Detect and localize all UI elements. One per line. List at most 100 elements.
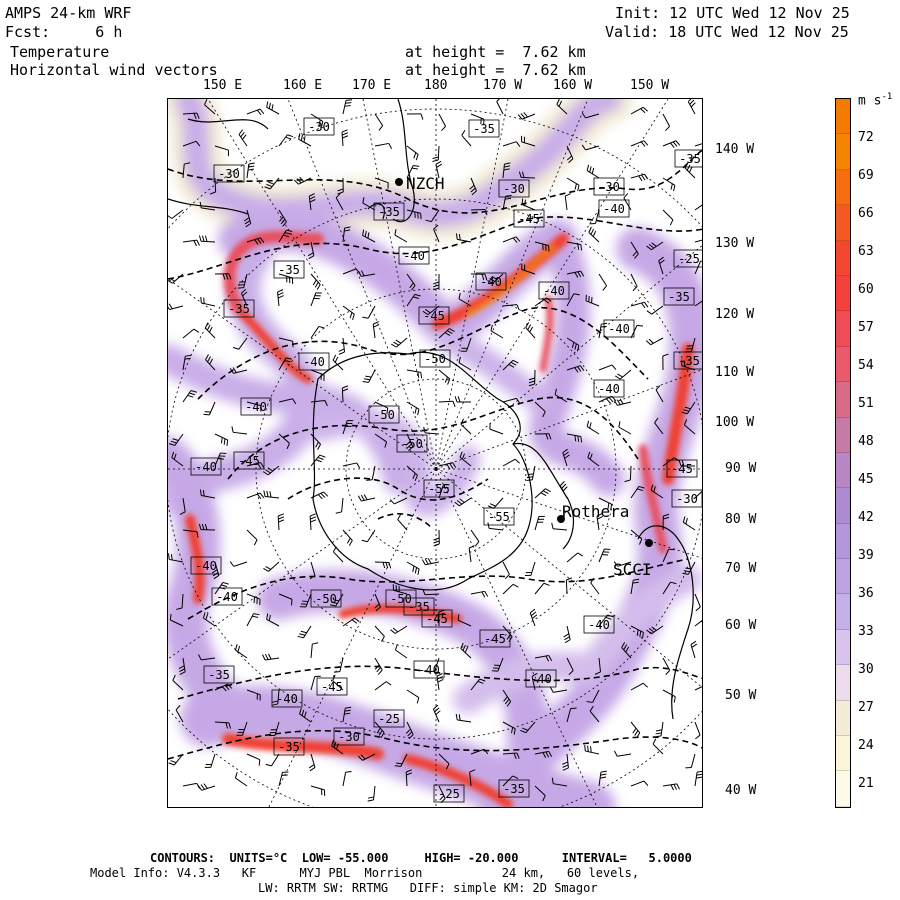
wind-barb [470,273,488,281]
wind-barb [246,689,261,701]
wind-barb [683,419,696,435]
wind-barb [469,769,476,787]
wind-barb [204,753,216,768]
wind-barb [563,625,571,644]
contour-label: -40 [525,669,557,688]
wind-barb [433,529,440,547]
wind-barb [559,481,568,499]
svg-text:-30: -30 [598,180,620,194]
colorbar-band [836,346,850,383]
wind-barb [566,145,574,164]
colorbar-tick-label: 27 [858,700,874,715]
wind-barb [238,129,248,147]
wind-barb [694,770,702,787]
wind-barb [502,752,520,759]
svg-text:-25: -25 [678,252,700,266]
wind-barb [406,145,419,161]
wind-barb [276,289,284,307]
svg-text:-40: -40 [530,672,552,686]
contour-label: -50 [419,349,451,368]
lon-label: 150 W [630,78,670,93]
station-rothera-label: Rothera [562,502,629,521]
wind-barb [265,753,280,767]
wind-barb [526,465,536,481]
wind-barb [229,367,248,374]
wind-barb [335,193,344,211]
wind-barb [458,292,472,307]
wind-barb [214,683,233,692]
wind-barb [374,681,392,691]
colorbar-tick-label: 45 [858,472,874,487]
wind-barb [487,497,504,509]
wind-barb [394,753,408,768]
wind-barb [438,113,447,132]
wind-barb [646,241,664,251]
wind-barb [169,613,184,627]
wind-barb [594,657,602,675]
wind-barb [598,770,607,787]
contour-label: -40 [398,246,430,265]
wind-barb [278,273,294,284]
wind-barb [630,780,649,787]
wind-barb [357,494,376,502]
wind-barb [502,561,510,580]
wind-barb [209,177,217,195]
colorbar-tick-label: 66 [858,206,874,221]
colorbar-tick-label: 39 [858,548,874,563]
wind-barb [662,689,676,703]
svg-text:-50: -50 [390,592,412,606]
wind-barb [278,337,294,348]
svg-text:-40: -40 [543,284,565,298]
wind-barb [342,529,353,546]
wind-barb [246,593,261,606]
contour-label: -50 [368,405,400,424]
wind-barb [299,708,312,723]
lon-label: 160 E [283,78,323,93]
wind-barb [534,785,546,802]
colorbar-tick-label: 42 [858,510,874,525]
svg-text:-40: -40 [195,460,217,474]
svg-text:-50: -50 [315,592,337,606]
wind-barb [438,484,450,499]
wind-barb [490,324,504,339]
wind-barb [310,325,325,339]
svg-text:-40: -40 [216,590,238,604]
wind-barb [502,397,521,404]
contour-label: -40 [190,457,222,476]
svg-text:-35: -35 [679,152,701,166]
wind-barb [455,233,472,243]
lat-label: 90 W [725,461,757,476]
wind-barb [586,420,600,435]
contour-label: -35 [223,299,255,318]
wind-barb [589,705,600,723]
wind-barb [662,581,677,595]
wind-barb [662,548,675,563]
wind-barb [438,328,455,339]
wind-barb [662,783,680,791]
wind-barb [460,337,472,352]
svg-text:-40: -40 [195,559,217,573]
wind-barb [630,140,649,147]
colorbar-band [836,382,850,418]
colorbar-tick-label: 33 [858,624,874,639]
wind-barb [565,577,573,595]
wind-barb [341,385,349,403]
wind-barb [585,294,600,307]
wind-barb [438,462,457,470]
wind-barb [598,273,608,291]
wind-barb [435,160,443,179]
lon-label: 160 W [553,78,593,93]
height-label-2: at height = 7.62 km [405,61,586,79]
wind-barb [630,721,641,739]
wind-barb [357,270,376,277]
wind-barb [613,561,632,567]
wind-barb [198,654,216,661]
wind-barb [694,204,702,211]
lat-label: 130 W [715,236,755,251]
lat-label: 70 W [725,561,757,576]
wind-barb [182,328,200,339]
colorbar-band [836,169,850,206]
wind-barb [406,293,421,307]
wind-barb [564,193,571,211]
contour-label: -40 [583,615,615,634]
